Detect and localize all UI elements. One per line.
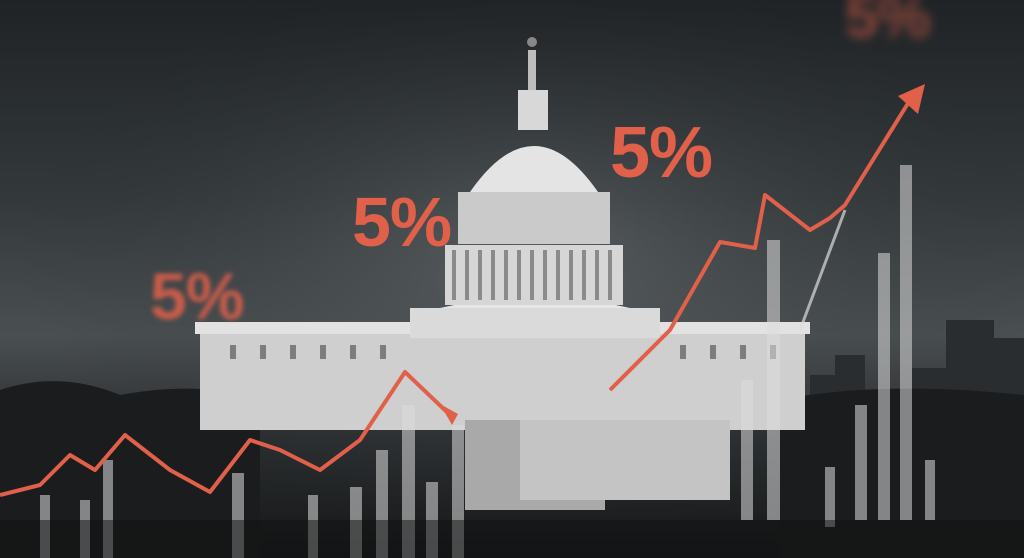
percent-label: 5% xyxy=(352,183,452,261)
percent-label: 5% xyxy=(150,259,244,333)
trend-line xyxy=(0,90,917,497)
capitol-building xyxy=(195,37,810,510)
percent-label-blurred: 5% xyxy=(845,0,931,50)
trend-arrow-icon xyxy=(440,404,458,425)
trend-arrow-icon xyxy=(898,84,925,114)
bar-chart-overlay xyxy=(40,165,935,558)
percent-label: 5% xyxy=(610,113,713,193)
